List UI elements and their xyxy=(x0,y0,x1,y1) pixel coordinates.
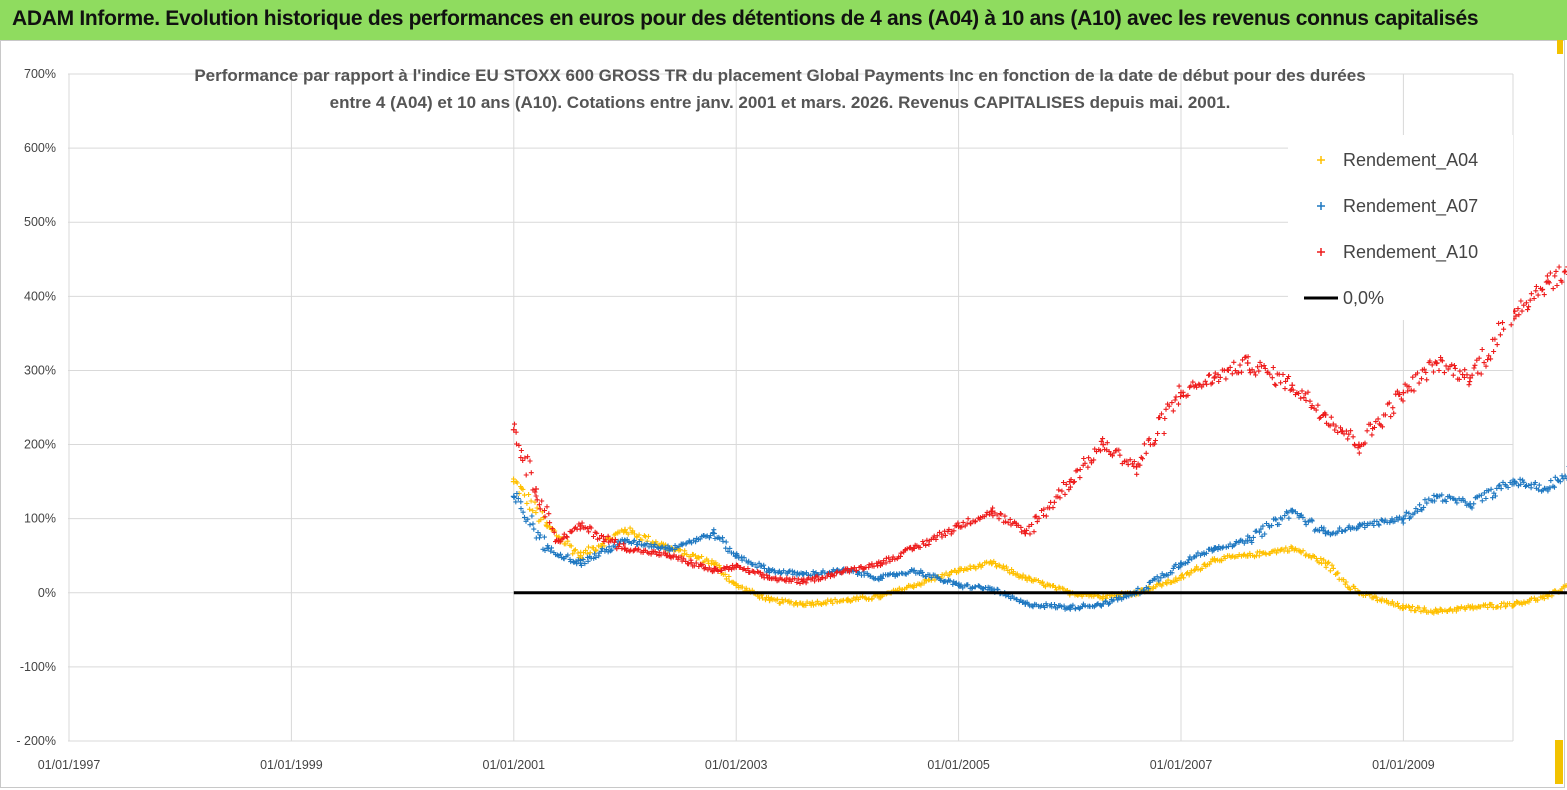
series-rendement-a07 xyxy=(510,465,1567,612)
y-tick-label: 400% xyxy=(24,289,56,303)
y-tick-label: - 200% xyxy=(16,734,56,748)
y-tick-label: 300% xyxy=(24,363,56,377)
y-tick-label: 200% xyxy=(24,438,56,452)
x-tick-label: 01/01/2007 xyxy=(1150,758,1213,772)
chart-title-line-2: entre 4 (A04) et 10 ans (A10). Cotations… xyxy=(330,93,1231,112)
legend-plus-swatch xyxy=(1317,156,1325,164)
x-tick-label: 01/01/1997 xyxy=(38,758,101,772)
x-tick-label: 01/01/2005 xyxy=(927,758,990,772)
x-tick-label: 01/01/2009 xyxy=(1372,758,1435,772)
legend-label: Rendement_A07 xyxy=(1343,196,1478,217)
series-rendement-a04 xyxy=(510,476,1567,616)
legend-plus-swatch xyxy=(1317,202,1325,210)
chart-legend: Rendement_A04 Rendement_A07 Rendement_A10 0… xyxy=(1288,135,1513,320)
chart-series xyxy=(510,264,1567,616)
y-tick-label: 600% xyxy=(24,141,56,155)
data-point xyxy=(533,486,540,493)
legend-label: Rendement_A10 xyxy=(1343,242,1478,263)
data-cloud xyxy=(511,465,1567,612)
y-axis-ticks: 700% 600% 500% 400% 300% 200% 100% 0% -100% - 200… xyxy=(16,67,56,748)
y-tick-label: -100% xyxy=(20,660,56,674)
data-point xyxy=(1289,382,1296,389)
data-cloud xyxy=(512,264,1567,586)
chart-title-line-1: Performance par rapport à l'indice EU ST… xyxy=(194,66,1365,85)
y-tick-label: 100% xyxy=(24,512,56,526)
y-tick-label: 700% xyxy=(24,67,56,81)
chart-title: Performance par rapport à l'indice EU ST… xyxy=(194,66,1365,112)
data-point xyxy=(1400,389,1407,396)
legend-plus-swatch xyxy=(1317,248,1325,256)
series-rendement-a10 xyxy=(510,264,1567,586)
y-tick-label: 0% xyxy=(38,586,56,600)
legend-label: Rendement_A04 xyxy=(1343,150,1478,171)
frame-corner-marker xyxy=(1557,40,1563,54)
frame-resize-handle[interactable] xyxy=(1555,740,1563,784)
legend-box xyxy=(1288,135,1513,320)
y-tick-label: 500% xyxy=(24,215,56,229)
report-title: ADAM Informe. Evolution historique des p… xyxy=(12,7,1479,30)
data-cloud xyxy=(511,476,1567,616)
data-point xyxy=(1244,360,1251,367)
report-header-bar: ADAM Informe. Evolution historique des p… xyxy=(0,0,1567,40)
x-tick-label: 01/01/2003 xyxy=(705,758,768,772)
x-tick-label: 01/01/2001 xyxy=(483,758,546,772)
x-axis-ticks: 01/01/1997 01/01/1999 01/01/2001 01/01/2003… xyxy=(38,758,1435,772)
x-tick-label: 01/01/1999 xyxy=(260,758,323,772)
legend-label: 0,0% xyxy=(1343,288,1384,308)
data-point xyxy=(1100,441,1107,448)
